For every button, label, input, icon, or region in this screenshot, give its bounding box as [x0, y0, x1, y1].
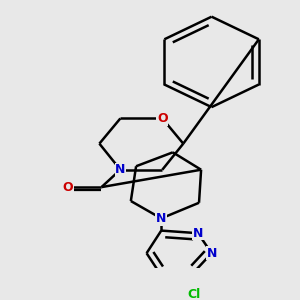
- Text: N: N: [115, 163, 125, 176]
- Text: N: N: [193, 227, 203, 240]
- Text: O: O: [157, 112, 168, 125]
- Text: N: N: [156, 212, 166, 225]
- Text: N: N: [206, 247, 217, 260]
- Text: O: O: [63, 181, 73, 194]
- Text: Cl: Cl: [187, 288, 200, 300]
